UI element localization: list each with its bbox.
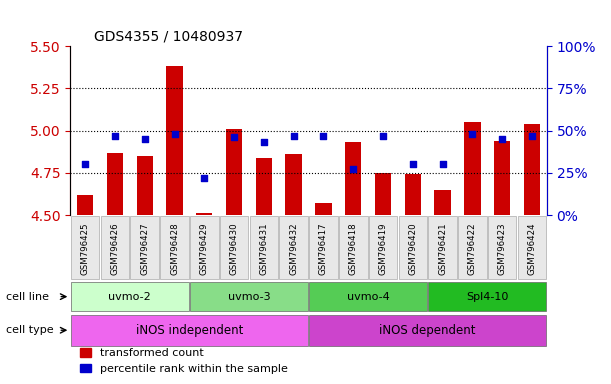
FancyBboxPatch shape [190,282,308,311]
Text: GSM796431: GSM796431 [260,223,268,275]
Text: GSM796427: GSM796427 [141,223,149,275]
Point [378,132,388,139]
FancyBboxPatch shape [101,216,130,279]
FancyBboxPatch shape [309,315,546,346]
Text: GSM796429: GSM796429 [200,223,209,275]
Bar [107,152,123,215]
Legend: transformed count, percentile rank within the sample: transformed count, percentile rank withi… [76,344,293,379]
FancyBboxPatch shape [428,216,457,279]
Bar [226,129,243,215]
FancyBboxPatch shape [71,315,308,346]
Point [348,166,358,172]
Text: GSM796420: GSM796420 [408,223,417,275]
Bar [285,154,302,215]
Text: GDS4355 / 10480937: GDS4355 / 10480937 [94,30,243,43]
Point [170,131,180,137]
FancyBboxPatch shape [339,216,368,279]
Bar [375,173,391,215]
FancyBboxPatch shape [220,216,249,279]
Bar [524,124,540,215]
Text: GSM796430: GSM796430 [230,223,238,275]
FancyBboxPatch shape [71,216,100,279]
FancyBboxPatch shape [279,216,308,279]
Point [318,132,328,139]
Bar [255,157,272,215]
Bar [196,214,213,215]
Bar [166,66,183,215]
FancyBboxPatch shape [368,216,397,279]
FancyBboxPatch shape [309,282,427,311]
Bar [136,156,153,215]
Text: GSM796422: GSM796422 [468,223,477,275]
Text: GSM796417: GSM796417 [319,223,328,275]
Text: GSM796432: GSM796432 [289,223,298,275]
Text: GSM796421: GSM796421 [438,223,447,275]
Text: iNOS independent: iNOS independent [136,324,243,337]
Text: Spl4-10: Spl4-10 [466,291,508,302]
FancyBboxPatch shape [249,216,278,279]
Point [110,132,120,139]
Text: GSM796419: GSM796419 [379,223,387,275]
Text: GSM796428: GSM796428 [170,223,179,275]
FancyBboxPatch shape [160,216,189,279]
Point [437,161,447,167]
FancyBboxPatch shape [518,216,546,279]
Text: GSM796424: GSM796424 [527,223,536,275]
Text: cell type: cell type [6,325,54,335]
Bar [494,141,510,215]
Text: GSM796425: GSM796425 [81,223,90,275]
Point [259,139,269,146]
Text: uvmo-4: uvmo-4 [347,291,389,302]
Point [289,132,299,139]
FancyBboxPatch shape [458,216,487,279]
Bar [77,195,93,215]
FancyBboxPatch shape [488,216,516,279]
Text: GSM796426: GSM796426 [111,223,119,275]
Bar [315,203,332,215]
Point [229,134,239,141]
Text: iNOS dependent: iNOS dependent [379,324,476,337]
Text: GSM796423: GSM796423 [498,223,507,275]
Text: GSM796418: GSM796418 [349,223,357,275]
Point [80,161,90,167]
Point [199,175,209,181]
Text: cell line: cell line [6,291,49,302]
Bar [434,190,451,215]
FancyBboxPatch shape [190,216,219,279]
Text: uvmo-2: uvmo-2 [109,291,151,302]
Point [408,161,418,167]
FancyBboxPatch shape [398,216,427,279]
Bar [345,142,362,215]
Point [140,136,150,142]
Text: uvmo-3: uvmo-3 [228,291,270,302]
Bar [464,122,481,215]
FancyBboxPatch shape [309,216,338,279]
Point [467,131,477,137]
FancyBboxPatch shape [428,282,546,311]
FancyBboxPatch shape [130,216,159,279]
Point [527,132,537,139]
Point [497,136,507,142]
FancyBboxPatch shape [71,282,189,311]
Bar [404,174,421,215]
